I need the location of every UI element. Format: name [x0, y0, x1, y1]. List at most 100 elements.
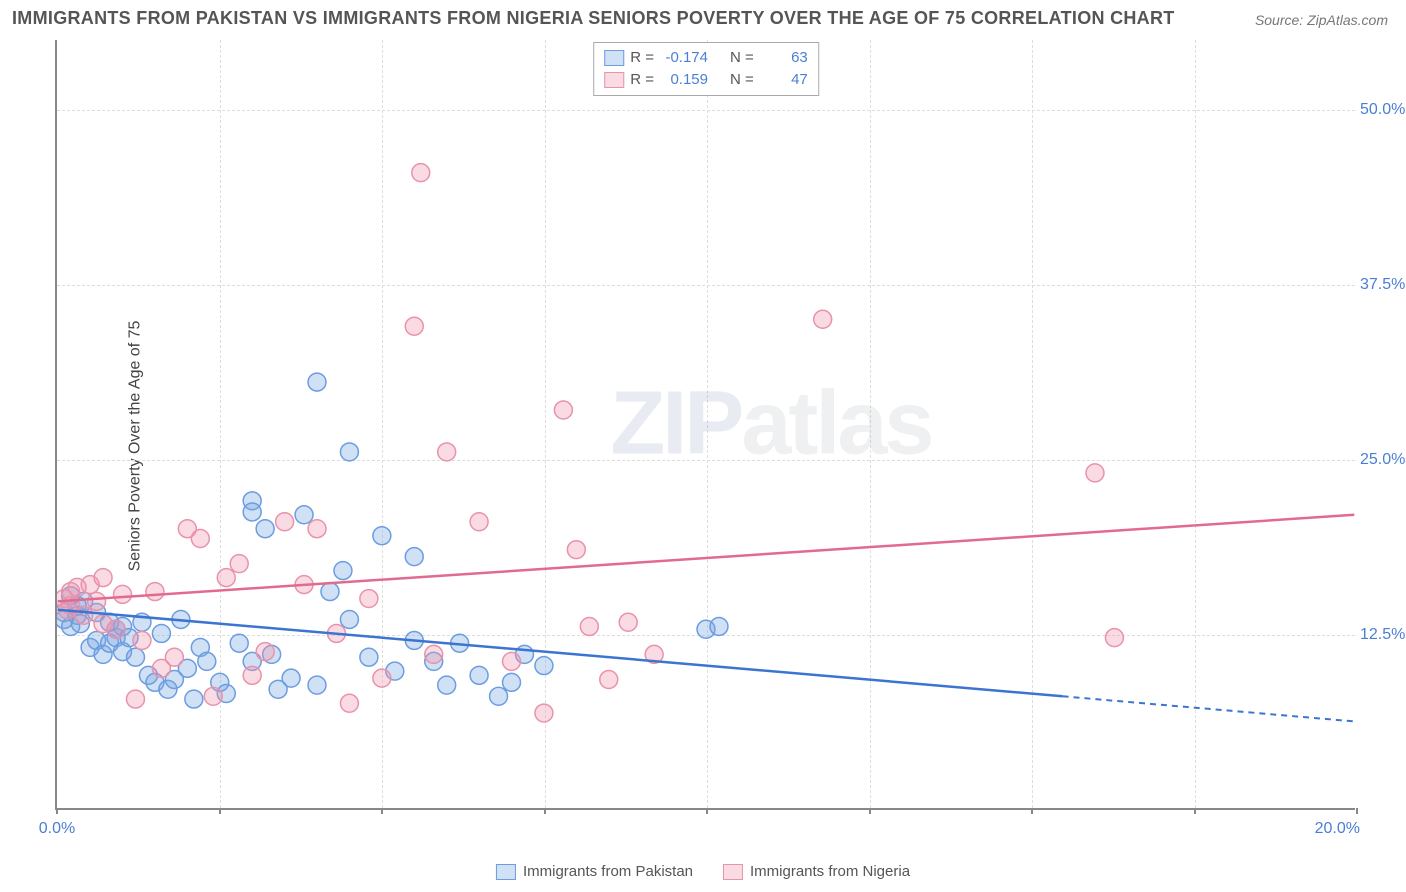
r-value-nigeria: 0.159 [660, 69, 708, 91]
data-point [360, 648, 378, 666]
r-value-pakistan: -0.174 [660, 47, 708, 69]
data-point [256, 520, 274, 538]
trend-line-extrapolated [1063, 696, 1355, 721]
data-point [185, 690, 203, 708]
swatch-nigeria [723, 864, 743, 880]
data-point [127, 690, 145, 708]
data-point [814, 310, 832, 328]
data-point [567, 541, 585, 559]
x-tick-mark [706, 808, 708, 814]
data-point [88, 592, 106, 610]
swatch-nigeria [604, 72, 624, 88]
n-value-pakistan: 63 [760, 47, 808, 69]
legend-row-nigeria: R = 0.159 N = 47 [604, 69, 808, 91]
r-label: R = [630, 47, 654, 69]
swatch-pakistan [496, 864, 516, 880]
data-point [503, 673, 521, 691]
data-point [243, 503, 261, 521]
x-tick-label: 20.0% [1315, 820, 1360, 838]
x-tick-mark [56, 808, 58, 814]
chart-title: IMMIGRANTS FROM PAKISTAN VS IMMIGRANTS F… [12, 8, 1175, 29]
data-point [619, 613, 637, 631]
x-tick-mark [1356, 808, 1358, 814]
data-point [1105, 629, 1123, 647]
x-tick-mark [1194, 808, 1196, 814]
data-point [107, 620, 125, 638]
data-point [425, 645, 443, 663]
data-point [360, 590, 378, 608]
n-value-nigeria: 47 [760, 69, 808, 91]
data-point [554, 401, 572, 419]
data-point [340, 443, 358, 461]
data-point [580, 617, 598, 635]
data-point [535, 657, 553, 675]
data-point [127, 648, 145, 666]
source-attribution: Source: ZipAtlas.com [1255, 12, 1388, 28]
data-point [230, 634, 248, 652]
data-point [243, 666, 261, 684]
x-tick-mark [219, 808, 221, 814]
data-point [470, 666, 488, 684]
data-point [133, 631, 151, 649]
correlation-legend: R = -0.174 N = 63 R = 0.159 N = 47 [593, 42, 819, 96]
x-tick-mark [869, 808, 871, 814]
data-point [308, 520, 326, 538]
data-point [308, 676, 326, 694]
data-point [94, 569, 112, 587]
data-point [308, 373, 326, 391]
data-point [114, 585, 132, 603]
data-point [503, 652, 521, 670]
data-point [1086, 464, 1104, 482]
legend-item-nigeria: Immigrants from Nigeria [723, 863, 910, 880]
data-point [373, 527, 391, 545]
n-label: N = [730, 47, 754, 69]
series-legend: Immigrants from Pakistan Immigrants from… [496, 863, 910, 880]
data-point [490, 687, 508, 705]
data-point [295, 506, 313, 524]
legend-row-pakistan: R = -0.174 N = 63 [604, 47, 808, 69]
data-point [198, 652, 216, 670]
data-point [405, 317, 423, 335]
data-point [204, 687, 222, 705]
x-tick-mark [1031, 808, 1033, 814]
y-tick-label: 12.5% [1360, 626, 1406, 644]
swatch-pakistan [604, 50, 624, 66]
data-point [230, 555, 248, 573]
y-tick-label: 25.0% [1360, 451, 1406, 469]
data-point [256, 643, 274, 661]
legend-label-pakistan: Immigrants from Pakistan [523, 863, 693, 880]
data-point [191, 530, 209, 548]
data-point [412, 164, 430, 182]
data-point [438, 676, 456, 694]
data-point [340, 694, 358, 712]
data-point [600, 671, 618, 689]
data-point [373, 669, 391, 687]
data-point [710, 617, 728, 635]
plot-area: ZIPatlas R = -0.174 N = 63 R = 0.159 N =… [55, 40, 1355, 810]
legend-item-pakistan: Immigrants from Pakistan [496, 863, 693, 880]
data-point [165, 648, 183, 666]
data-point [535, 704, 553, 722]
legend-label-nigeria: Immigrants from Nigeria [750, 863, 910, 880]
data-point [276, 513, 294, 531]
data-point [340, 611, 358, 629]
data-point [405, 548, 423, 566]
x-tick-mark [381, 808, 383, 814]
y-tick-label: 37.5% [1360, 276, 1406, 294]
r-label: R = [630, 69, 654, 91]
data-point [321, 583, 339, 601]
data-point [75, 606, 93, 624]
data-point [152, 624, 170, 642]
trend-line [58, 515, 1355, 602]
data-point [438, 443, 456, 461]
data-point [334, 562, 352, 580]
x-tick-mark [544, 808, 546, 814]
chart-svg [57, 40, 1355, 808]
n-label: N = [730, 69, 754, 91]
x-tick-label: 0.0% [39, 820, 75, 838]
y-tick-label: 50.0% [1360, 101, 1406, 119]
data-point [217, 569, 235, 587]
data-point [470, 513, 488, 531]
data-point [282, 669, 300, 687]
data-point [146, 583, 164, 601]
